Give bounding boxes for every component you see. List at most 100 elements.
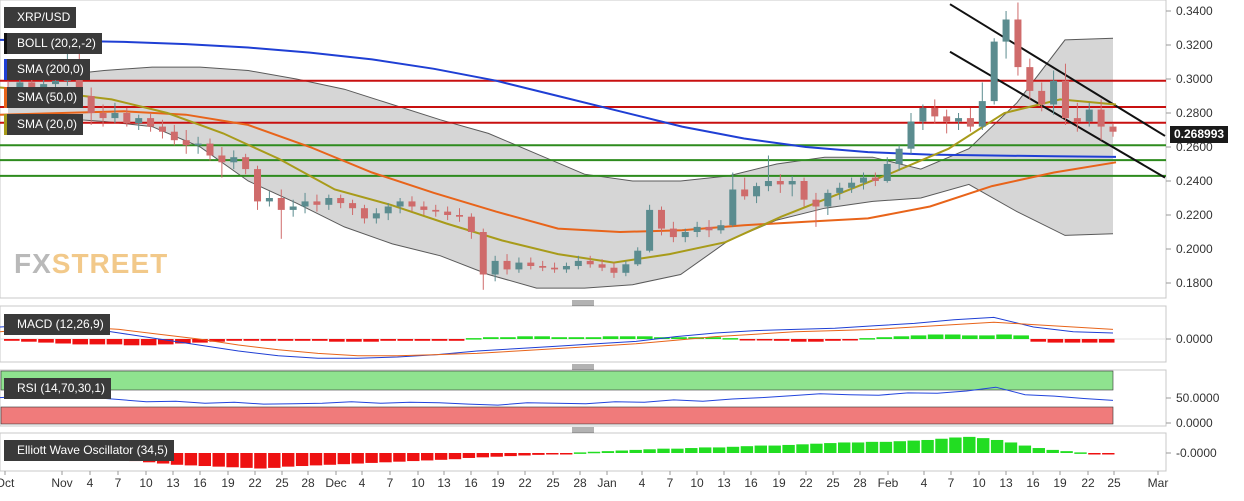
macd-histogram-bar: [859, 338, 875, 340]
candle-body: [384, 206, 392, 214]
panel-resize-handle[interactable]: [572, 364, 594, 370]
panel-resize-handle[interactable]: [572, 427, 594, 433]
candle-body: [99, 113, 107, 119]
candle: [1014, 2, 1022, 76]
legend-boll-label: BOLL (20,2,-2): [17, 36, 96, 50]
legend-sma200[interactable]: SMA (200,0): [4, 59, 90, 80]
candle-body: [360, 208, 368, 219]
ewo-bar: [615, 450, 628, 453]
x-tick-label: 10: [139, 476, 153, 490]
candle: [1038, 82, 1046, 112]
x-tick-label: 4: [87, 476, 94, 490]
candle-body: [527, 262, 535, 266]
ewo-bar: [546, 453, 559, 455]
macd-histogram-bar: [602, 336, 619, 339]
candle-body: [158, 126, 166, 132]
candle: [943, 109, 951, 134]
candle-body: [919, 107, 927, 122]
candle-body: [420, 206, 428, 210]
candle: [158, 119, 166, 139]
candle: [479, 228, 487, 290]
candle-body: [456, 215, 464, 217]
candle-body: [16, 82, 24, 90]
candle-body: [170, 131, 178, 141]
panel-resize-handle[interactable]: [572, 300, 594, 306]
x-tick-label: 22: [799, 476, 813, 490]
legend-macd-label: MACD (12,26,9): [17, 317, 104, 331]
candle-body: [194, 143, 202, 146]
legend-ewo[interactable]: Elliott Wave Oscillator (34,5): [4, 440, 174, 461]
legend-sma20[interactable]: SMA (20,0): [4, 114, 84, 135]
candle-body: [539, 266, 547, 268]
candle: [384, 203, 392, 221]
ewo-bar: [1088, 453, 1101, 455]
candle: [574, 255, 582, 270]
macd-histogram-bar: [979, 335, 995, 339]
x-tick-label: 7: [115, 476, 122, 490]
candle: [289, 199, 297, 217]
ewo-bar: [490, 453, 503, 457]
ewo-bar: [462, 453, 476, 458]
candle: [360, 204, 368, 224]
candle: [194, 136, 202, 154]
candle-body: [467, 216, 475, 232]
macd-histogram-bar: [277, 339, 294, 341]
candle: [515, 257, 523, 273]
macd-histogram-bar: [89, 339, 106, 345]
candle: [990, 38, 998, 105]
x-tick-label: 10: [690, 476, 704, 490]
macd-histogram-bar: [123, 339, 140, 346]
ewo-bar: [365, 453, 378, 463]
candle-body: [562, 266, 570, 270]
y-tick-label: 0.2600: [1176, 140, 1213, 154]
candle-body: [277, 198, 285, 210]
x-tick-label: 7: [387, 476, 394, 490]
x-tick-label: 13: [999, 476, 1013, 490]
x-tick-label: 19: [221, 476, 235, 490]
ewo-bar: [407, 453, 420, 462]
macd-histogram-bar: [397, 339, 414, 341]
current-price-value: 0.268993: [1174, 127, 1225, 141]
legend-pair[interactable]: XRP/USD: [4, 7, 77, 28]
ewo-bar: [796, 444, 809, 453]
legend-sma50[interactable]: SMA (50,0): [4, 87, 84, 108]
candle: [776, 174, 784, 193]
candle: [527, 257, 535, 270]
ewo-bar: [601, 451, 615, 453]
candle: [111, 102, 119, 124]
legend-boll[interactable]: BOLL (20,2,-2): [4, 33, 102, 54]
macd-histogram-bar: [329, 339, 345, 342]
candle: [1002, 11, 1010, 59]
candle: [135, 114, 143, 130]
candle: [408, 196, 416, 212]
x-tick-label: 10: [972, 476, 986, 490]
bollinger-lower-line: [7, 114, 1114, 289]
fxstreet-logo: FXSTREET: [14, 248, 168, 280]
ewo-bar: [935, 438, 948, 453]
candle-body: [978, 101, 986, 127]
x-tick-label: 28: [573, 476, 587, 490]
macd-signal-line: [0, 321, 1114, 357]
candle: [349, 199, 357, 215]
candle: [242, 153, 250, 175]
ewo-bar: [254, 453, 267, 469]
candle: [693, 221, 701, 238]
candle-body: [337, 198, 345, 204]
x-tick-label: 25: [1107, 476, 1121, 490]
candle: [1109, 123, 1117, 137]
candle-body: [52, 80, 60, 85]
legend-rsi[interactable]: RSI (14,70,30,1): [4, 378, 112, 399]
legend-macd[interactable]: MACD (12,26,9): [4, 314, 110, 335]
candle: [467, 213, 475, 239]
macd-histogram-bar: [72, 339, 89, 345]
macd-histogram-bar: [363, 339, 379, 342]
candle: [919, 104, 927, 130]
candle-body: [182, 140, 190, 146]
x-tick-label: 25: [826, 476, 840, 490]
candle-body: [776, 181, 784, 185]
macd-histogram-bar: [465, 338, 482, 340]
candle: [87, 87, 95, 125]
ewo-bar: [198, 453, 211, 467]
